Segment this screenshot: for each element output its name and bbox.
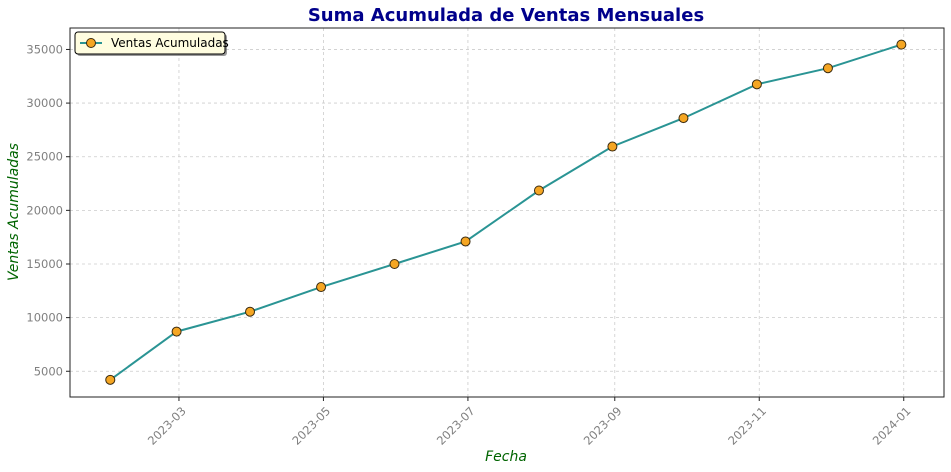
data-point (822, 63, 833, 74)
legend-box (74, 31, 226, 55)
y-tick-label: 15000 (26, 257, 63, 271)
x-tick-label: 2023-09 (581, 404, 625, 448)
y-axis-label: Ventas Acumuladas (6, 143, 22, 281)
data-point (316, 282, 327, 293)
data-point (460, 236, 471, 247)
data-point (245, 306, 256, 317)
data-point (607, 141, 618, 152)
x-tick-label: 2024-01 (870, 404, 914, 448)
chart-title: Suma Acumulada de Ventas Mensuales (308, 5, 704, 26)
y-axis-ticks: 5000 10000 15000 20000 25000 30000 35000 (26, 42, 70, 378)
x-tick-label: 2023-11 (725, 404, 769, 448)
data-point (896, 39, 907, 50)
legend-marker-sample (86, 38, 96, 48)
series-line (109, 43, 902, 381)
data-point (533, 185, 544, 196)
x-axis-ticks: 2023-03 2023-05 2023-07 2023-09 2023-11 2024-… (145, 397, 914, 448)
data-point (678, 113, 689, 124)
y-tick-label: 10000 (26, 311, 63, 325)
data-point (389, 258, 400, 269)
y-tick-label: 35000 (26, 42, 63, 56)
data-point (171, 326, 182, 337)
y-tick-label: 5000 (34, 364, 63, 378)
x-tick-label: 2023-07 (434, 404, 478, 448)
plot-frame (69, 27, 945, 398)
series-layer (105, 39, 907, 385)
legend: Ventas Acumuladas (74, 31, 229, 56)
x-tick-label: 2023-03 (145, 404, 189, 448)
x-tick-label: 2023-05 (289, 404, 333, 448)
y-tick-label: 20000 (26, 203, 63, 217)
data-point (105, 374, 116, 385)
data-point (751, 79, 762, 90)
x-axis-label: Fecha (485, 449, 527, 465)
legend-label: Ventas Acumuladas (111, 36, 229, 50)
y-tick-label: 25000 (26, 150, 63, 164)
y-tick-label: 30000 (26, 96, 63, 110)
